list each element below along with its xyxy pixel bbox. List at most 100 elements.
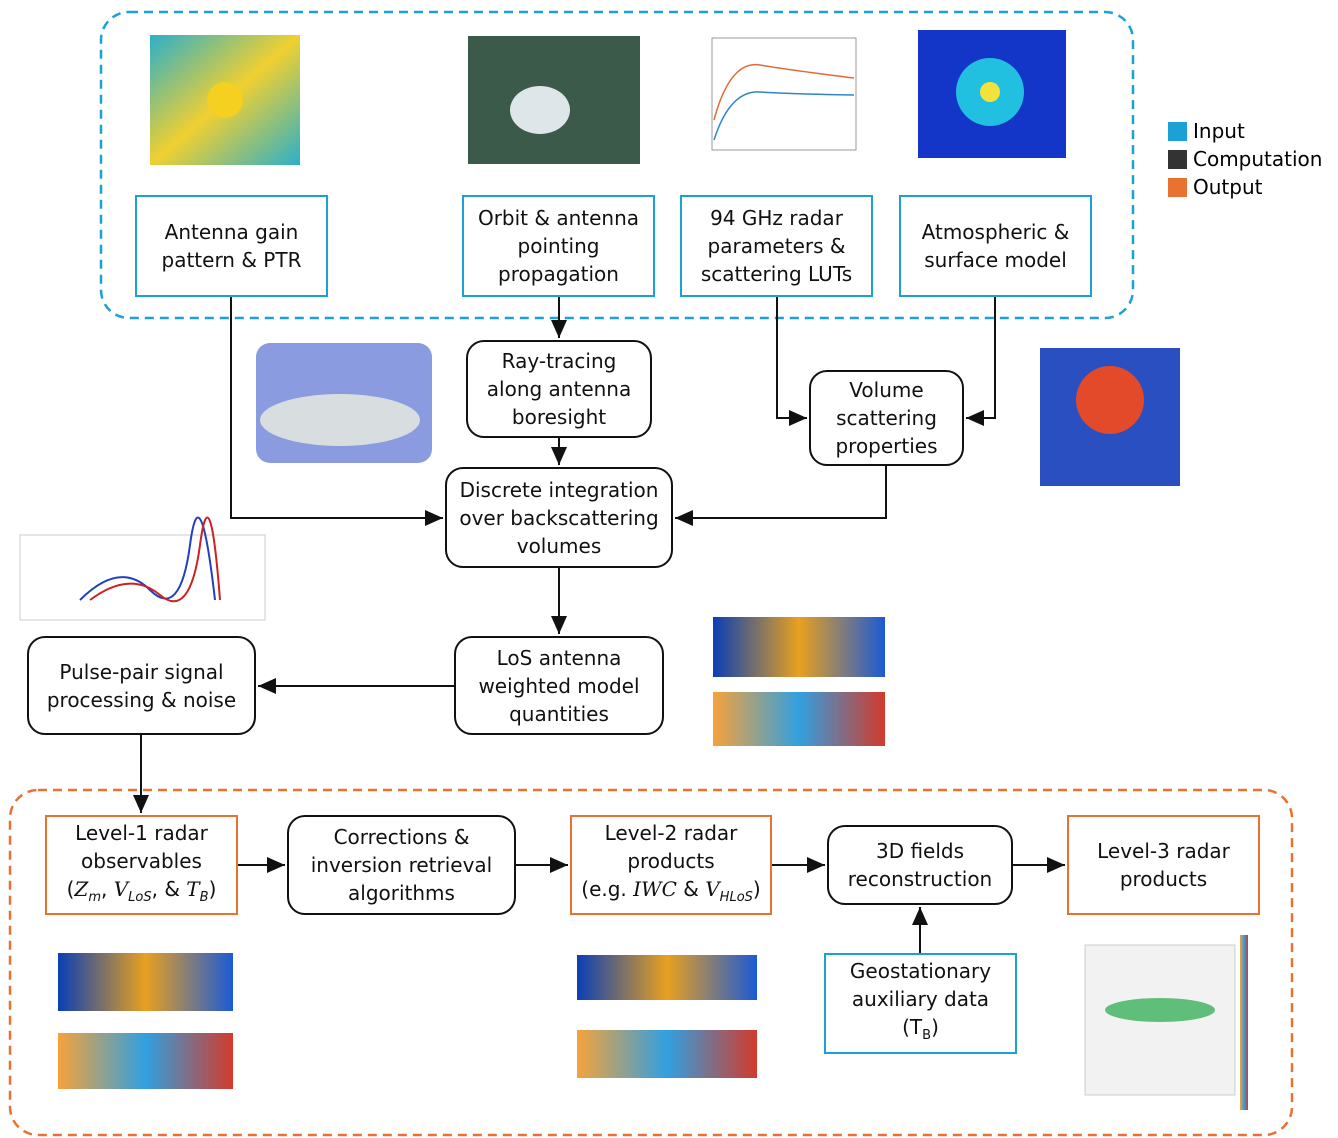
arrow [675,466,887,526]
node-line: quantities [509,701,609,726]
node-line: observables [81,848,202,873]
node-line: reconstruction [847,867,993,891]
node-line: properties [835,434,938,458]
thumbnail [713,91,855,141]
thumbnail [713,63,855,121]
node: Level-1 radar observables (Zm, VLoS, & TB) [45,815,238,915]
node-line: (e.g. IWC & VHLoS) [581,875,760,912]
node: Geostationary auxiliary data (TB) [824,953,1017,1054]
legend-entry: Input [1168,119,1245,143]
legend-label: Output [1193,175,1263,199]
thumbnail [207,82,243,118]
node-line: Volume [849,378,924,402]
arrows [133,297,1065,953]
node: 3D fields reconstruction [827,825,1013,905]
node-line: pattern & PTR [161,248,302,272]
thumbnail [713,692,885,746]
legend-entry: Computation [1168,147,1322,171]
subscript: B [922,1028,932,1043]
node-line: parameters & [707,234,846,258]
node: Ray-tracing along antenna boresight [466,340,652,438]
node-line: volumes [516,533,602,558]
node-line: propagation [498,262,619,286]
node-line: inversion retrieval [310,853,493,877]
node-line: Antenna gain [164,220,299,244]
thumbnail [58,953,233,1011]
node: Atmospheric & surface model [899,195,1092,297]
thumbnail [713,617,885,677]
arrow [776,297,807,426]
text: ) [752,876,761,901]
node: 94 GHz radar parameters & scattering LUTs [680,195,873,297]
node: Discrete integration over backscattering v… [445,467,673,568]
math: V [113,876,129,901]
thumbnail [577,1030,757,1078]
node-line: processing & noise [46,687,237,712]
arrow [230,297,443,526]
input-group [99,10,1135,320]
node-line: Level-3 radar [1097,839,1230,863]
node: Antenna gain pattern & PTR [135,195,328,297]
thumbnail [510,86,570,134]
thumbnail [1076,366,1144,434]
subscript: m [88,889,101,905]
node-line: Pulse-pair signal [59,659,224,684]
thumbnail [577,955,757,1000]
node-line: Level-2 radar [604,820,738,845]
node-line: Orbit & antenna [477,206,640,230]
node: Level-2 radar products (e.g. IWC & VHLoS) [570,815,772,915]
text: , & [151,876,187,901]
text: , [101,876,114,901]
legend-swatch [1168,177,1187,197]
node-line: scattering [836,406,937,430]
thumbnail [89,516,221,603]
node: Level-3 radar products [1067,815,1260,915]
legend-label: Input [1193,119,1245,143]
legend-entry: Output [1168,175,1262,199]
node-line: auxiliary data [851,987,990,1011]
node: Volume scattering properties [809,370,964,466]
node-line: 94 GHz radar [710,206,843,230]
node-line: 3D fields [875,839,965,863]
text: & [676,876,706,901]
thumbnail [19,534,266,621]
math: IWC [633,876,677,901]
node-line: LoS antenna [496,645,622,670]
node-line: products [1119,867,1208,891]
node-line: surface model [924,248,1067,272]
thumbnail [980,82,1000,102]
node-line: (Zm, VLoS, & TB) [67,875,217,912]
node: Orbit & antenna pointing propagation [462,195,655,297]
node-line: Discrete integration [459,477,659,502]
node-line: pointing [517,234,600,258]
thumbnails [19,30,1248,1110]
text: (e.g. [581,876,634,901]
node-line: Corrections & [333,825,470,849]
node: Pulse-pair signal processing & noise [27,636,256,735]
subscript: B [199,889,209,905]
text: (T [902,1015,923,1039]
math: T [186,876,200,901]
node-line: (TB) [902,1013,939,1050]
node-line: Geostationary [849,959,992,983]
node-line: boresight [511,405,607,429]
thumbnail [58,1033,233,1089]
text: ( [66,876,75,901]
legend-swatch [1168,149,1187,169]
node-line: weighted model [478,673,640,698]
math: V [705,876,720,901]
subscript: HLoS [719,889,753,905]
thumbnail [1105,998,1215,1022]
node-line: Level-1 radar [75,820,208,845]
text: ) [931,1015,939,1039]
text: ) [208,876,217,901]
subscript: LoS [128,889,152,905]
arrow [966,297,996,426]
thumbnail [1240,935,1248,1110]
node-line: Atmospheric & [921,220,1070,244]
node-line: over backscattering [459,505,659,530]
math: Z [74,876,89,901]
thumbnail [260,394,420,446]
node-line: Ray-tracing [501,349,617,373]
